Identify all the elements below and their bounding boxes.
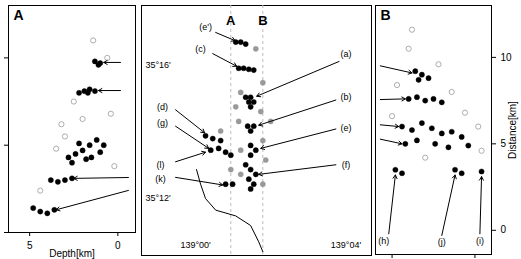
- svg-text:(h): (h): [378, 236, 389, 246]
- svg-text:(c): (c): [195, 44, 206, 54]
- svg-text:35°16': 35°16': [146, 60, 172, 70]
- svg-text:0: 0: [115, 240, 121, 251]
- svg-text:(e'): (e'): [199, 22, 212, 32]
- svg-text:139°04': 139°04': [331, 240, 362, 250]
- svg-text:5: 5: [27, 240, 33, 251]
- svg-text:139°00': 139°00': [180, 240, 211, 250]
- svg-text:5: 5: [500, 138, 507, 149]
- svg-text:(i): (i): [476, 236, 484, 246]
- svg-text:(l): (l): [156, 160, 164, 170]
- svg-text:(k): (k): [155, 174, 166, 184]
- svg-text:(d): (d): [157, 102, 168, 112]
- svg-text:(g): (g): [157, 118, 168, 128]
- svg-text:(a): (a): [341, 49, 352, 59]
- svg-text:A: A: [14, 7, 24, 23]
- svg-text:0: 0: [501, 224, 507, 235]
- svg-text:Distance[km]: Distance[km]: [507, 101, 518, 159]
- svg-text:(f): (f): [342, 160, 351, 170]
- svg-text:A: A: [226, 13, 236, 28]
- svg-text:(j): (j): [438, 237, 446, 247]
- svg-text:(e): (e): [341, 123, 352, 133]
- svg-text:Depth[km]: Depth[km]: [49, 248, 95, 259]
- svg-text:B: B: [381, 7, 391, 23]
- svg-text:B: B: [258, 13, 267, 28]
- svg-text:(b): (b): [341, 92, 352, 102]
- svg-text:35°12': 35°12': [146, 193, 172, 203]
- svg-text:10: 10: [501, 52, 513, 63]
